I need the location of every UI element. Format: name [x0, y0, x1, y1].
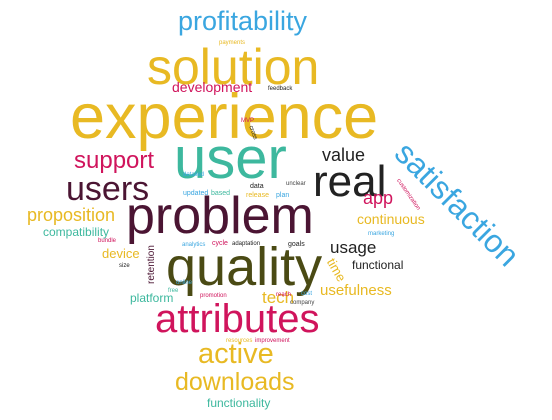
word-payments: payments	[219, 40, 246, 46]
word-detailed: detailed	[183, 172, 205, 178]
word-tech: tech	[262, 288, 295, 307]
word-problem: problem	[126, 187, 314, 245]
word-size: size	[119, 263, 130, 269]
word-functionality: functionality	[207, 396, 271, 410]
word-solution: solution	[147, 39, 320, 95]
word-free: free	[168, 288, 179, 294]
word-platform: platform	[130, 291, 174, 305]
word-feedback: feedback	[268, 86, 293, 92]
word-cost: cost	[301, 291, 313, 297]
word-quality: quality	[166, 237, 323, 297]
word-compatibility: compatibility	[43, 225, 110, 239]
word-active: active	[198, 338, 274, 370]
word-data: data	[250, 183, 264, 190]
word-online: online	[176, 280, 193, 286]
word-reach: reach	[276, 292, 292, 298]
word-users: users	[66, 170, 150, 208]
word-app: app	[363, 188, 394, 208]
word-plan: plan	[276, 192, 290, 199]
word-bundle: bundle	[98, 238, 117, 244]
word-attributes: attributes	[155, 297, 320, 341]
word-user: user	[174, 126, 287, 191]
word-support: support	[74, 147, 155, 174]
word-unclear: unclear	[286, 181, 306, 187]
word-company: company	[290, 300, 315, 306]
word-real: real	[313, 157, 387, 206]
word-satisfaction: satisfaction	[387, 134, 527, 274]
word-experience: experience	[70, 82, 379, 152]
word-analytics: analytics	[182, 242, 206, 248]
word-based: based	[211, 190, 231, 197]
word-improvement: improvement	[255, 338, 290, 344]
word-usefulness: usefulness	[320, 282, 392, 299]
word-proposition: proposition	[27, 205, 116, 225]
word-adaptation: adaptation	[232, 241, 261, 247]
word-usage: usage	[330, 238, 377, 257]
word-resources: resources	[226, 338, 253, 344]
word-retention: retention	[146, 245, 157, 284]
word-device: device	[102, 246, 140, 261]
word-functional: functional	[352, 258, 404, 272]
word-updated: updated	[183, 190, 209, 197]
word-profitability: profitability	[178, 6, 308, 36]
word-goals: goals	[288, 241, 305, 248]
word-marketing: marketing	[368, 231, 395, 237]
word-development: development	[172, 79, 253, 95]
word-cycle: cycle	[212, 240, 228, 247]
word-continuous: continuous	[357, 211, 425, 227]
word-release: release	[246, 192, 269, 199]
word-time: time	[323, 255, 350, 285]
word-downloads: downloads	[175, 368, 295, 396]
word-value: value	[322, 145, 366, 165]
word-mvp: MVP	[241, 118, 255, 124]
word-promotion: promotion	[200, 293, 227, 299]
